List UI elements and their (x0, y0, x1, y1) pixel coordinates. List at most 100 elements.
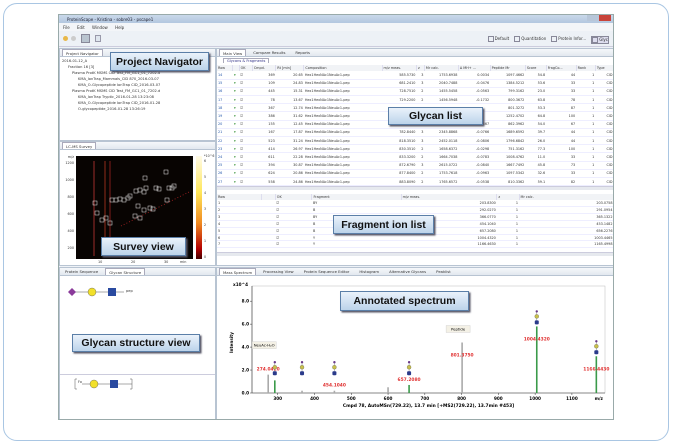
ok-checkbox[interactable]: ☑ (239, 120, 253, 129)
ok-checkbox[interactable]: ☑ (275, 227, 312, 235)
glycan-row[interactable]: 21 ▾ ☑ 167 17.87 Hex1HexNAc1NeuAc1-pep 782.844… (217, 128, 613, 138)
fragment-col-header[interactable]: Row (217, 194, 262, 201)
peak-bar[interactable] (408, 384, 410, 393)
peak-bar[interactable] (535, 326, 538, 393)
tab-protein-sequence[interactable]: Protein Sequence (65, 269, 99, 274)
ok-checkbox[interactable]: ☑ (239, 103, 253, 113)
peak-bar[interactable] (461, 342, 463, 394)
ok-checkbox[interactable]: ☑ (239, 152, 253, 162)
menu-help[interactable]: Help (115, 25, 125, 30)
perspective-default[interactable]: Default (488, 36, 510, 44)
ok-checkbox[interactable]: ☑ (275, 234, 312, 242)
fragment-col-header[interactable]: Fragment (311, 194, 402, 201)
glycan-col-header[interactable]: Rt [min] (275, 65, 305, 71)
glycan-col-header[interactable]: m/z meas. (382, 65, 417, 71)
horizontal-scrollbar[interactable] (217, 252, 613, 257)
glycan-row[interactable]: 26 ▾ ☑ 624 20.86 Hex1HexNAc1NeuAc1-pep 877.840… (217, 169, 613, 178)
glycan-col-header[interactable] (232, 65, 240, 71)
ok-checkbox[interactable]: ☑ (275, 240, 312, 249)
ok-checkbox[interactable]: ☑ (275, 200, 312, 208)
peak-bar[interactable] (267, 374, 269, 393)
tab-spectrum-5[interactable]: Peaklist (436, 269, 451, 274)
tab-spectrum-2[interactable]: Protein Sequence Editor (303, 269, 350, 274)
horizontal-scrollbar[interactable] (217, 186, 613, 191)
peak-bar[interactable] (387, 387, 389, 393)
forward-icon[interactable] (71, 36, 76, 41)
glycan-col-header[interactable]: Score (525, 65, 547, 71)
close-button[interactable] (599, 15, 611, 21)
glycan-col-header[interactable]: Δ MH+ ... (458, 65, 491, 71)
glycan-row[interactable]: 16 ▾ ☑ 445 15.31 Hex1HexNAc1NeuAc1-pep 728.751… (217, 87, 613, 97)
glycan-row[interactable]: 24 ▾ ☑ 611 22.28 Hex1HexNAc1NeuAc1-pep 833.320… (217, 152, 613, 162)
ok-checkbox[interactable]: ☑ (239, 79, 253, 88)
tree-item[interactable]: Fraction 16 [3] (68, 65, 95, 69)
glycan-col-header[interactable]: FragCo... (546, 65, 577, 71)
glycan-row[interactable]: 15 ▾ ☑ 109 24.83 Hex1HexNAc1NeuAc1-pep 681.241… (217, 79, 613, 88)
peak-bar[interactable] (333, 390, 336, 393)
ok-checkbox[interactable]: ☑ (239, 169, 253, 178)
fragment-row[interactable]: 7 ☑ Y 1166.4630 1 1165.4998 (217, 240, 613, 249)
perspective-quantitation[interactable]: Quantitation (514, 36, 546, 44)
ok-checkbox[interactable]: ☑ (239, 177, 253, 187)
glycan-col-header[interactable]: Row (217, 65, 234, 71)
glycan-row[interactable]: 27 ▾ ☑ 558 24.86 Hex1HexNAc1NeuAc1-pep 883.809… (217, 177, 613, 187)
glycan-row[interactable]: 22 ▾ ☑ 523 31.24 Hex1HexNAc1NeuAc1-pep 818.351… (217, 136, 613, 146)
fragment-row[interactable]: 6 ☑ Y 1004.4320 1 1003.4465 (217, 234, 613, 242)
ok-checkbox[interactable]: ☑ (239, 87, 253, 97)
glycan-col-header[interactable]: Rank (576, 65, 596, 71)
glycan-col-header[interactable]: Cmpd. (252, 65, 277, 71)
glycan-col-header[interactable]: z (416, 65, 425, 71)
glycan-col-header[interactable]: Composition (303, 65, 383, 71)
document-icon[interactable] (95, 35, 101, 42)
tab-reports[interactable]: Reports (295, 50, 310, 55)
ok-checkbox[interactable]: ☑ (239, 161, 253, 170)
glycan-col-header[interactable]: Mr calc. (424, 65, 459, 71)
tree-item[interactable]: KMA_IonTrap_Mammals_CID 870_2016-03-07 (78, 77, 159, 81)
ok-checkbox[interactable]: ☑ (275, 220, 312, 228)
peak-bar[interactable] (301, 390, 303, 393)
glycan-row[interactable]: 14 ▾ ☑ 369 20.65 Hex1HexNAc1NeuAc1-pep 585.573… (217, 71, 613, 80)
ok-checkbox[interactable]: ☑ (239, 95, 253, 105)
fragment-row[interactable]: 2 ☑ B 292.0270 1 291.0954 (217, 206, 613, 215)
tree-item[interactable]: 2016-01-12_A (62, 59, 88, 63)
fragment-row[interactable]: 1 ☑ BY 203.8300 1 203.0758 (217, 200, 613, 208)
tab-glycan-structure[interactable]: Glycan Structure (105, 268, 146, 275)
tree-item[interactable]: Plasma ProtK MSMS CID Test_FM_GC1_01_720… (72, 71, 161, 75)
tree-item[interactable]: KMA_IonTrap Tryptic_2016-01-28 13:23:08 (78, 95, 154, 99)
glycan-row[interactable]: 17 ▾ ☑ 78 13.67 Hex1HexNAc1NeuAc1-pep 729.2200… (217, 95, 613, 105)
back-icon[interactable] (63, 36, 68, 41)
ok-checkbox[interactable]: ☑ (239, 144, 253, 154)
tab-spectrum-1[interactable]: Processing View (263, 269, 294, 274)
tab-spectrum-3[interactable]: Histogram (359, 269, 380, 274)
tab-project-navigator[interactable]: Project Navigator (62, 49, 103, 56)
tab-glycans-fragments[interactable]: Glycans & Fragments (223, 58, 270, 63)
glycan-row[interactable]: 23 ▾ ☑ 414 26.97 Hex1HexNAc1NeuAc1-pep 830.351… (217, 144, 613, 154)
fragment-col-header[interactable]: OK (275, 194, 313, 201)
glycan-col-header[interactable]: Peptide Mr (490, 65, 526, 71)
tree-item[interactable]: O-glycopeptide_2016-01-28 13:26:19 (78, 107, 146, 111)
glycan-col-header[interactable]: Type (595, 65, 613, 71)
perspective-glyco[interactable]: Glyc (591, 36, 609, 44)
save-icon[interactable] (81, 34, 90, 43)
ok-checkbox[interactable]: ☑ (239, 136, 253, 146)
tree-item[interactable]: KMA_O-Glycopeptide IonTrap CID_2016-01-2… (78, 101, 161, 105)
tab-spectrum-4[interactable]: Alternative Glycans (389, 269, 427, 274)
ok-checkbox[interactable]: ☑ (275, 213, 312, 222)
fragment-col-header[interactable]: m/z meas. (401, 194, 498, 201)
tree-item[interactable]: Plasma ProtK MSMS CID Test_FM_GC1_01_720… (72, 89, 161, 93)
tab-main-view[interactable]: Main View (219, 49, 247, 56)
tab-lcms-survey[interactable]: LC-MS Survey (62, 142, 97, 149)
fragment-col-header[interactable] (261, 194, 276, 201)
glycan-col-header[interactable]: OK (239, 65, 253, 71)
tab-compare-results[interactable]: Compare Results (253, 50, 286, 55)
fragment-col-header[interactable]: z (496, 194, 520, 201)
ok-checkbox[interactable]: ☑ (275, 206, 312, 215)
peak-bar[interactable] (274, 380, 276, 393)
peak-bar[interactable] (595, 356, 598, 393)
ok-checkbox[interactable]: ☑ (239, 71, 253, 80)
minimize-button[interactable] (587, 15, 599, 21)
menu-file[interactable]: File (63, 25, 70, 30)
perspective-protein-info[interactable]: Protein Infor... (551, 36, 586, 44)
tree-item[interactable]: KMA_O-Glycopeptide IonTrap CID_2016-03-0… (78, 83, 161, 87)
ok-checkbox[interactable]: ☑ (239, 128, 253, 138)
